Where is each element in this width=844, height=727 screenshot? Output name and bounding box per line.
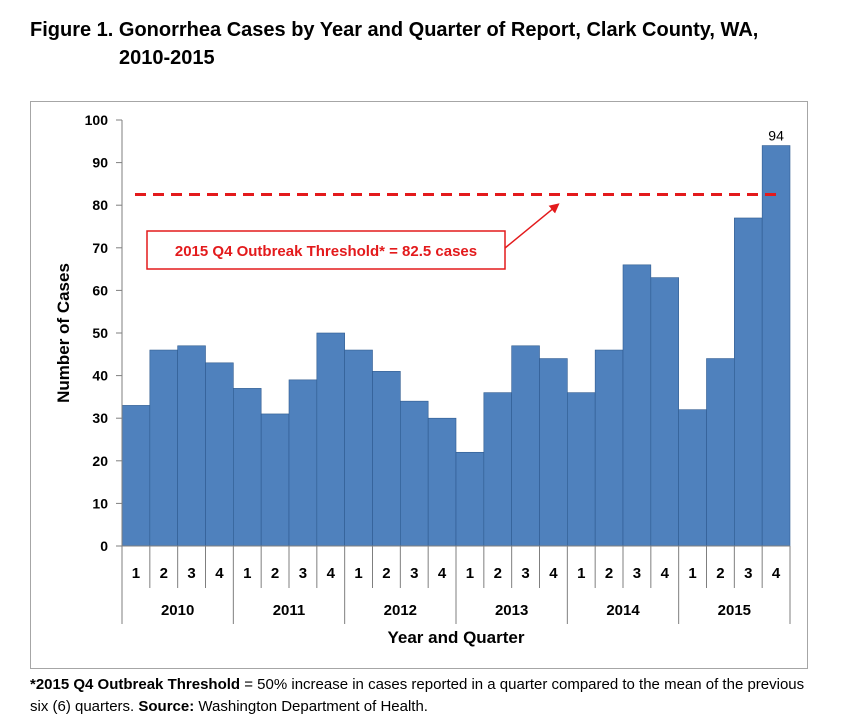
y-tick-label: 70 [92, 240, 108, 256]
bar-2015-q2 [706, 358, 735, 547]
bar-2012-q4 [427, 417, 457, 547]
bar-2015-q3 [734, 217, 763, 547]
x-axis-title: Year and Quarter [387, 628, 524, 647]
x-year-label: 2014 [606, 602, 640, 619]
bar-2013-q1 [455, 451, 485, 547]
bar-2013-q2 [483, 392, 512, 547]
bar-2012-q2 [372, 371, 401, 547]
y-tick-label: 90 [92, 155, 108, 171]
x-year-label: 2015 [718, 602, 751, 619]
y-tick-label: 20 [92, 453, 108, 469]
chart-frame [30, 101, 808, 669]
x-quarter-label: 3 [521, 565, 529, 582]
bar-2013-q3 [511, 345, 540, 547]
y-axis-title: Number of Cases [54, 263, 73, 403]
bar-2015-q4 [761, 145, 791, 547]
footnote-source-label: Source: [138, 698, 195, 715]
x-quarter-label: 1 [688, 565, 696, 582]
x-year-label: 2012 [384, 602, 417, 619]
bar-2015-q1 [678, 409, 707, 547]
footnote-term: *2015 Q4 Outbreak Threshold [30, 676, 241, 693]
bar-2013-q4 [539, 358, 568, 547]
bar-2014-q3 [622, 264, 652, 547]
data-label: 94 [768, 128, 784, 144]
x-quarter-label: 4 [772, 565, 781, 582]
x-quarter-label: 4 [215, 565, 224, 582]
chart-title-line2: 2010-2015 [119, 47, 215, 69]
y-tick-label: 0 [100, 538, 108, 554]
bar-2011-q2 [260, 413, 290, 547]
x-year-label: 2013 [495, 602, 528, 619]
x-quarter-label: 2 [271, 565, 279, 582]
bar-2010-q1 [121, 405, 151, 547]
x-quarter-label: 4 [549, 565, 558, 582]
x-quarter-label: 3 [410, 565, 418, 582]
x-quarter-label: 2 [160, 565, 168, 582]
footnote-source-text: Washington Department of Health. [194, 698, 428, 715]
x-year-label: 2010 [161, 602, 194, 619]
y-tick-label: 50 [92, 325, 108, 341]
bar-2011-q4 [316, 332, 345, 547]
bar-2014-q2 [594, 349, 624, 547]
y-tick-label: 10 [92, 495, 108, 511]
x-quarter-label: 4 [438, 565, 447, 582]
y-tick-label: 60 [92, 282, 108, 298]
bar-2010-q2 [149, 349, 178, 547]
bar-2012-q1 [344, 349, 373, 547]
chart-title: Figure 1. Gonorrhea Cases by Year and Qu… [30, 16, 758, 72]
y-tick-label: 30 [92, 410, 108, 426]
x-quarter-label: 1 [132, 565, 140, 582]
bar-2014-q1 [567, 392, 596, 547]
x-quarter-label: 1 [354, 565, 362, 582]
x-quarter-label: 4 [661, 565, 670, 582]
x-quarter-label: 3 [299, 565, 307, 582]
x-quarter-label: 1 [466, 565, 474, 582]
x-quarter-label: 2 [382, 565, 390, 582]
y-tick-label: 40 [92, 368, 108, 384]
x-quarter-label: 4 [327, 565, 336, 582]
chart-title-line1: Figure 1. Gonorrhea Cases by Year and Qu… [30, 19, 759, 41]
x-quarter-label: 3 [187, 565, 195, 582]
x-year-label: 2011 [273, 602, 306, 619]
footnote-text: = 50% increase in cases reported in a qu… [30, 676, 805, 715]
bar-2014-q4 [650, 277, 679, 547]
bar-2010-q4 [205, 362, 234, 547]
bar-chart: 0 10 20 30 40 50 60 70 80 90 100 Number of Cases 1 2… [54, 112, 791, 647]
bar-2012-q3 [400, 400, 429, 547]
x-quarter-label: 2 [716, 565, 724, 582]
x-quarter-label: 2 [494, 565, 502, 582]
bar-2010-q3 [177, 345, 206, 547]
threshold-callout-box [146, 230, 506, 270]
x-quarter-label: 3 [633, 565, 641, 582]
threshold-label: 2015 Q4 Outbreak Threshold* = 82.5 cases [175, 243, 477, 260]
y-tick-label: 100 [85, 112, 109, 128]
y-tick-label: 80 [92, 197, 108, 213]
x-quarter-label: 1 [243, 565, 251, 582]
footnote: *2015 Q4 Outbreak Threshold = 50% increa… [30, 674, 820, 718]
bar-2011-q3 [288, 379, 318, 547]
x-quarter-label: 3 [744, 565, 752, 582]
threshold-arrow [504, 203, 560, 249]
x-quarter-label: 1 [577, 565, 585, 582]
bar-2011-q1 [233, 388, 262, 547]
x-quarter-label: 2 [605, 565, 613, 582]
